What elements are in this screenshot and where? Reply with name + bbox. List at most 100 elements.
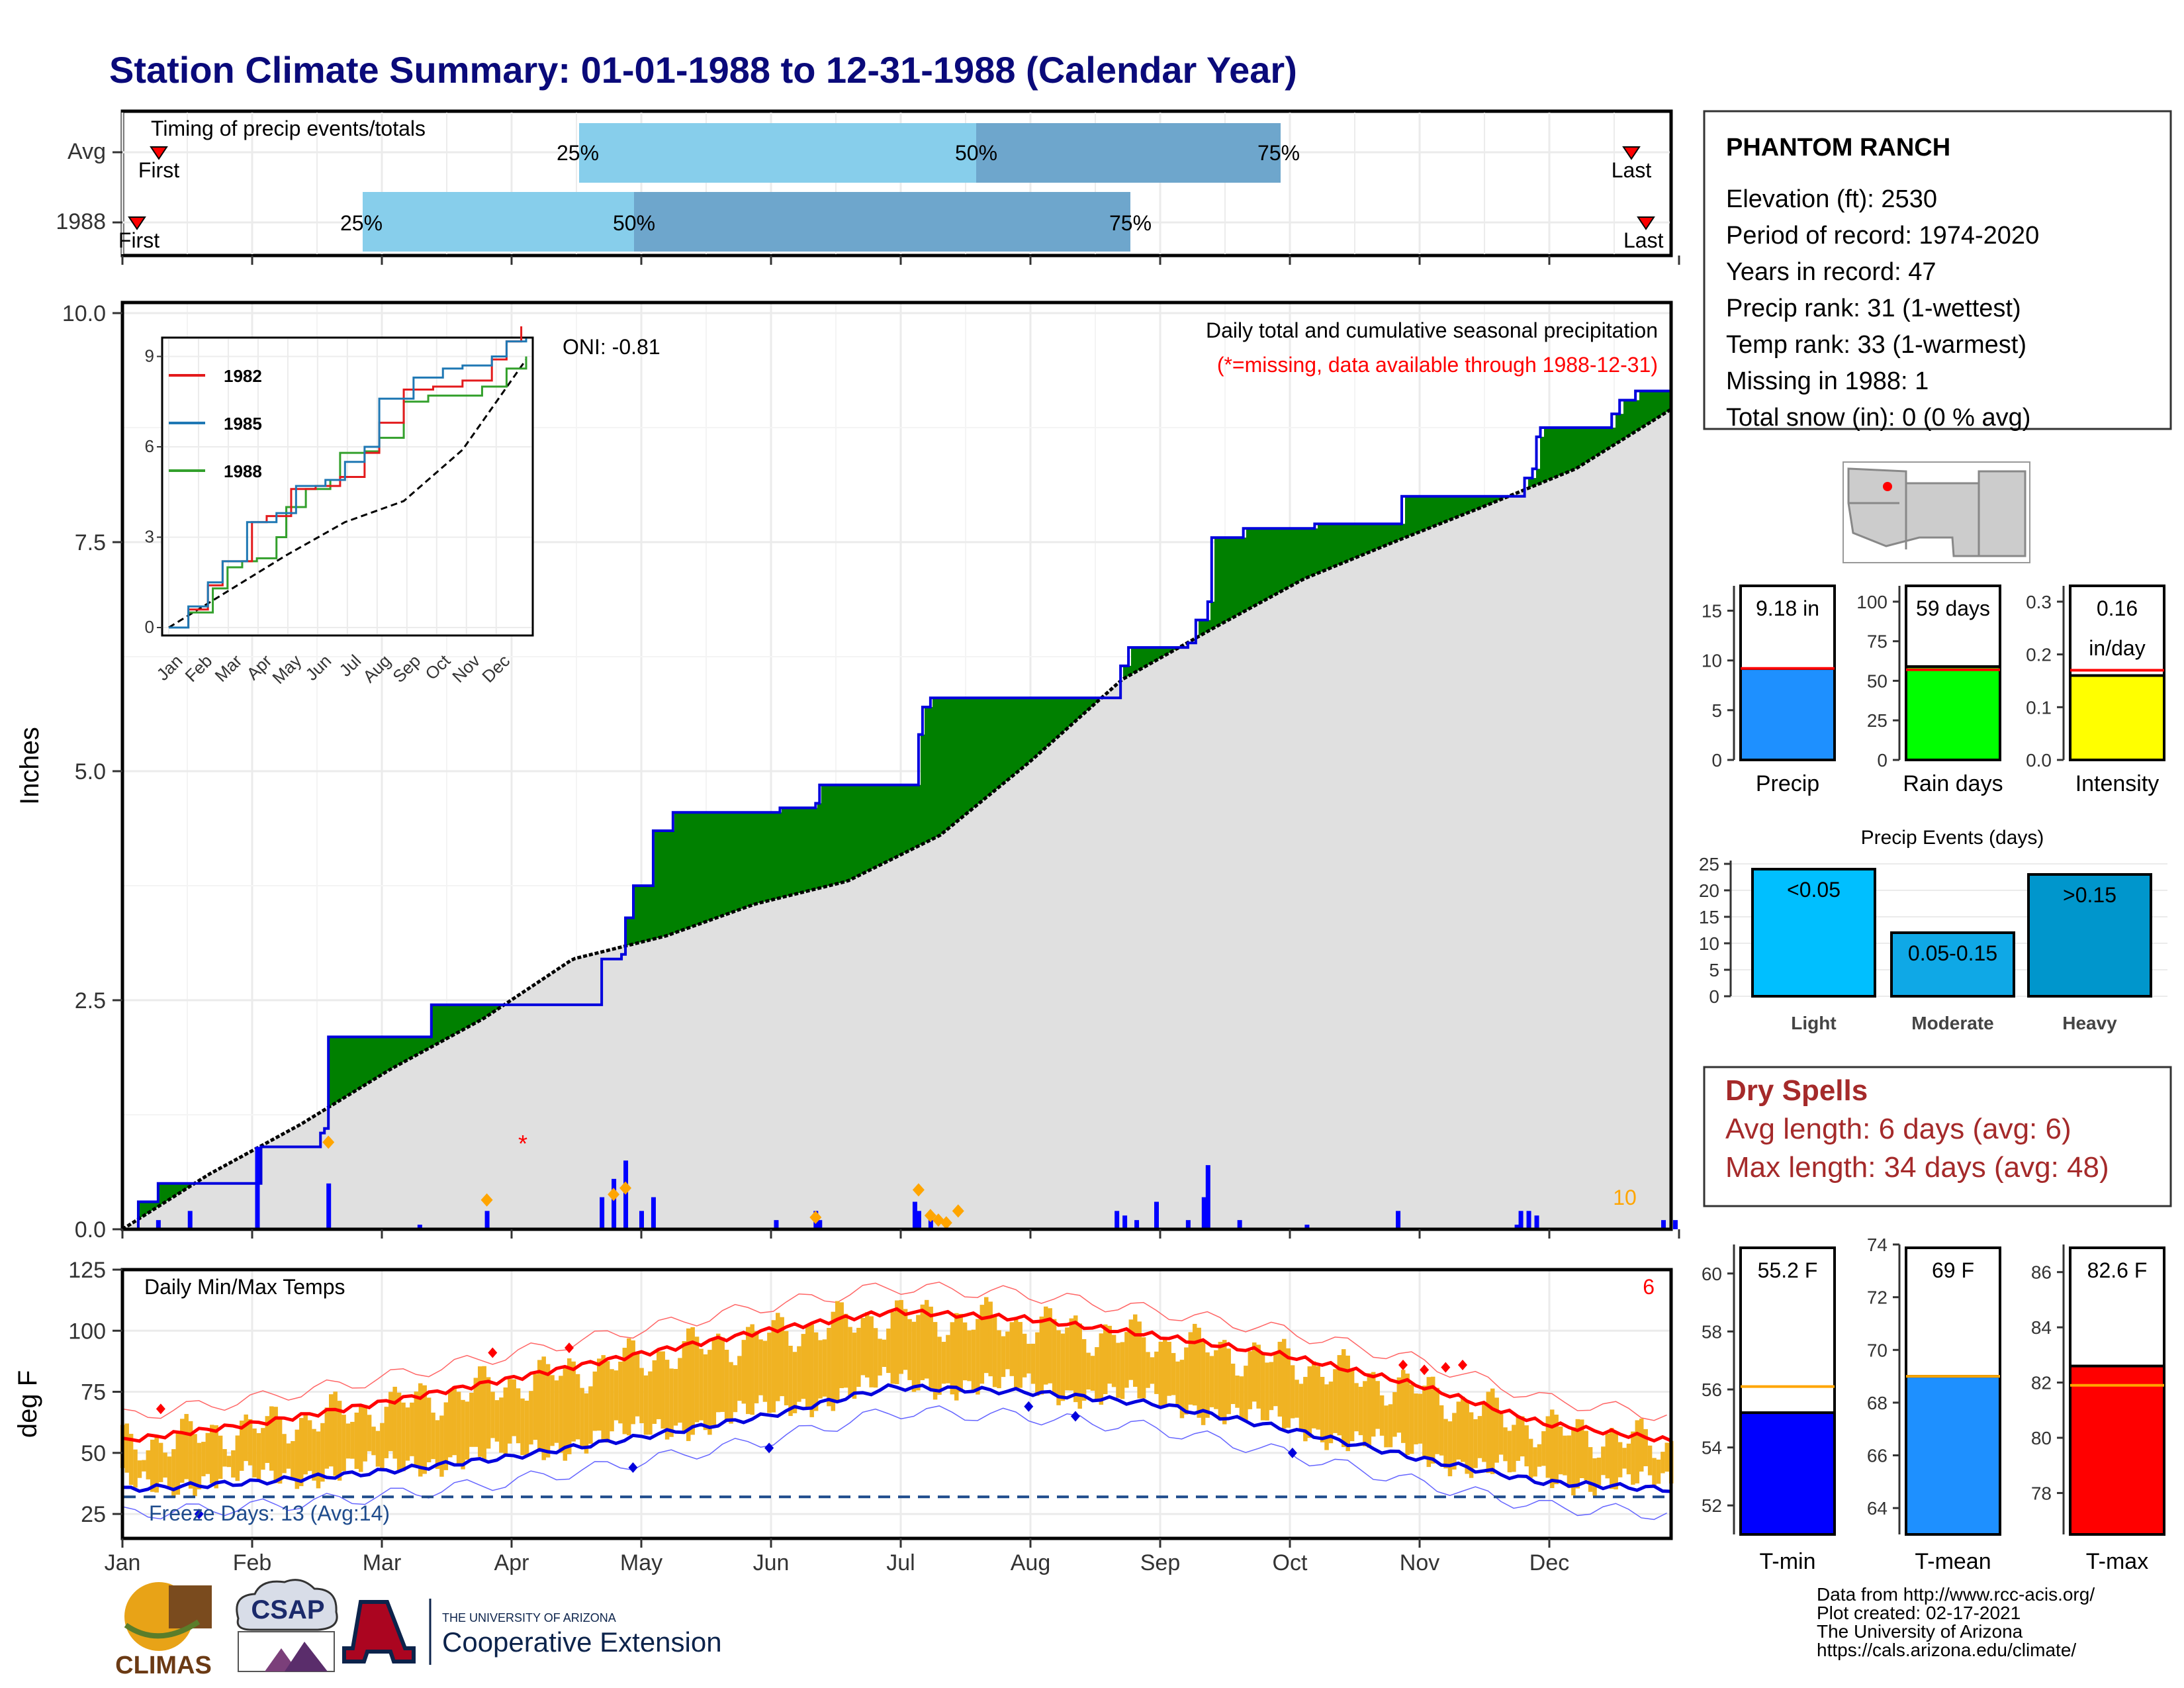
footer-line: The University of Arizona [1817, 1621, 2023, 1642]
precip-departure-fill [416, 1037, 421, 1055]
temp-summary-y-tick-label: 56 [1702, 1380, 1722, 1400]
daily-temp-bar [1286, 1348, 1291, 1428]
daily-temp-bar [1558, 1426, 1563, 1475]
daily-temp-bar [401, 1402, 406, 1472]
daily-temp-bar [524, 1400, 529, 1456]
precip-departure-fill [706, 812, 711, 922]
precip-departure-fill [1409, 496, 1414, 536]
precip-departure-fill [873, 784, 878, 869]
daily-temp-bar [1375, 1381, 1380, 1429]
station-info-line: Years in record: 47 [1726, 258, 1936, 286]
daily-temp-bar [567, 1358, 572, 1454]
precip-departure-fill [178, 1183, 183, 1194]
daily-temp-bar [818, 1340, 823, 1399]
daily-temp-bar [1303, 1377, 1308, 1442]
summary-bar-label: Precip [1756, 771, 1819, 796]
summary-y-tick-label: 75 [1867, 632, 1888, 652]
precip-departure-fill [770, 812, 774, 901]
events-bar-text: 0.05-0.15 [1908, 941, 1997, 965]
daily-temp-bar [1465, 1401, 1469, 1474]
daily-temp-bar [1048, 1308, 1052, 1383]
climatology-line [121, 408, 1672, 1231]
daily-temp-bar [720, 1337, 725, 1412]
precip-y-tick-label: 10.0 [62, 301, 106, 326]
daily-temp-bar [1610, 1428, 1614, 1489]
daily-temp-bar [461, 1399, 465, 1470]
daily-temp-bar [929, 1306, 933, 1390]
daily-temp-bar [1014, 1317, 1019, 1388]
daily-temp-bar [597, 1358, 602, 1431]
precip-departure-fill [448, 1004, 453, 1038]
summary-bar-0 [1739, 667, 1836, 761]
daily-temp-bar [954, 1313, 959, 1401]
extreme-day-marker [924, 1209, 936, 1223]
daily-temp-bar [1107, 1325, 1112, 1384]
inset-y-tick-label: 3 [145, 527, 154, 547]
daily-temp-bar [571, 1361, 576, 1442]
daily-temp-bar [324, 1407, 330, 1469]
daily-temp-bar [724, 1350, 729, 1422]
daily-temp-bar [873, 1328, 878, 1388]
avg-p50-label: 50% [955, 141, 997, 165]
precip-departure-fill [1270, 528, 1275, 598]
daily-temp-bar [1222, 1340, 1227, 1425]
record-high-marker [1398, 1359, 1408, 1370]
month-tick-label: Jul [886, 1550, 915, 1575]
precip-departure-fill [686, 812, 691, 929]
precip-departure-fill [500, 1004, 504, 1008]
precip-departure-fill [786, 808, 790, 897]
summary-y-tick-label: 0.1 [2026, 697, 2052, 718]
daily-temp-bar [1265, 1362, 1269, 1421]
daily-temp-bar [163, 1452, 167, 1478]
daily-temp-bar [128, 1434, 134, 1485]
precip-departure-fill [976, 698, 981, 806]
daily-temp-bar [1431, 1376, 1435, 1464]
precip-departure-fill [1298, 528, 1302, 583]
inset-line-1988 [169, 356, 527, 629]
temp-summary-y-tick-label: 54 [1702, 1438, 1722, 1458]
precip-departure-fill [1334, 524, 1338, 567]
daily-temp-bar [137, 1460, 142, 1478]
precip-departure-fill [857, 784, 862, 876]
daily-temp-bar [180, 1419, 185, 1483]
timing-panel: Timing of precip events/totals Avg 1988 … [56, 109, 1680, 265]
precip-departure-fill [1544, 428, 1549, 482]
daily-temp-bar [1342, 1349, 1346, 1448]
precip-departure-fill [635, 886, 639, 944]
daily-temp-bar [690, 1327, 695, 1435]
temp-y-tick-label: 100 [68, 1319, 106, 1344]
timing-row-year-label: 1988 [56, 209, 106, 234]
precip-departure-fill [1218, 538, 1223, 626]
daily-temp-bar [499, 1397, 504, 1453]
daily-temp-bar [750, 1324, 754, 1415]
precip-departure-fill [1127, 665, 1132, 677]
daily-temp-bar [831, 1311, 836, 1411]
daily-precip-bar [1154, 1201, 1159, 1229]
daily-precip-bar [912, 1201, 917, 1229]
month-tick-label: Jun [753, 1550, 790, 1575]
month-tick-label: Oct [1273, 1550, 1308, 1575]
station-info-line: Missing in 1988: 1 [1726, 367, 1929, 395]
daily-precip-bar [1115, 1211, 1120, 1229]
avg-max-line [122, 1307, 1672, 1443]
month-tick-label: Jan [105, 1550, 141, 1575]
month-tick-label: Apr [494, 1550, 529, 1575]
daily-temp-bar [1639, 1419, 1644, 1472]
daily-temp-bar [584, 1393, 589, 1454]
daily-temp-bar [316, 1431, 321, 1489]
precip-departure-fill [1623, 400, 1628, 440]
precip-departure-fill [678, 812, 683, 932]
precip-departure-fill [813, 808, 818, 890]
precip-departure-fill [670, 830, 675, 935]
daily-temp-bar [554, 1380, 559, 1443]
daily-temp-bar [1580, 1419, 1584, 1479]
precip-departure-fill [944, 698, 949, 832]
daily-temp-bar [703, 1354, 708, 1430]
summary-bars: 0 5 10 15 9.18 in Precip 0 25 50 75 100 59 days Rain… [1702, 585, 2165, 796]
precip-departure-fill [980, 698, 985, 803]
daily-temp-bar [758, 1339, 763, 1395]
precip-departure-fill [388, 1037, 393, 1071]
daily-temp-bar [303, 1414, 308, 1475]
daily-temp-bar [1461, 1396, 1465, 1462]
daily-temp-bar [771, 1320, 776, 1413]
